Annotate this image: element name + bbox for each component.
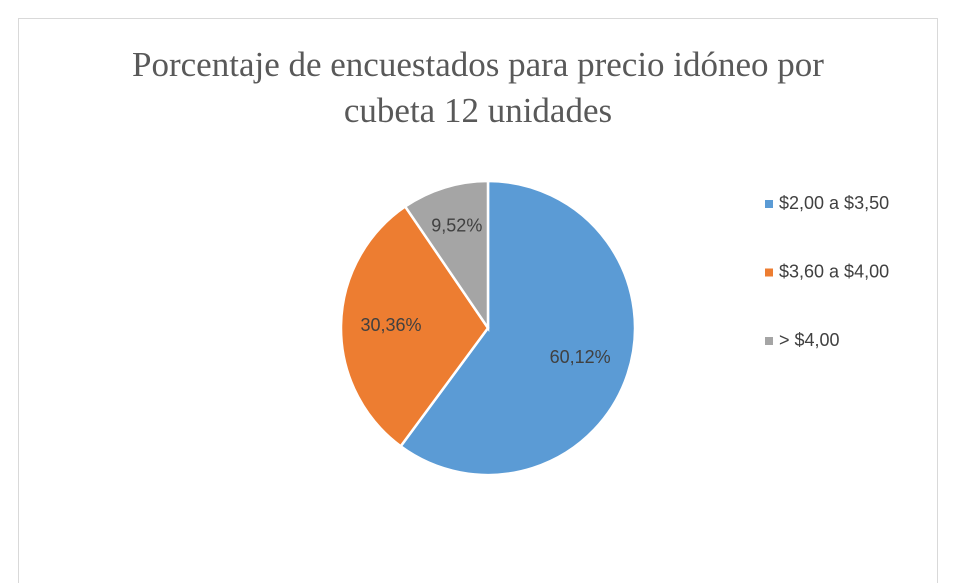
pie-slice	[403, 179, 490, 333]
pie-slice	[398, 179, 637, 477]
legend-label: > $4,00	[779, 330, 840, 350]
pie-slice	[339, 204, 490, 449]
data-label: 30,36%	[360, 315, 421, 335]
legend-label: $2,00 a $3,50	[779, 193, 889, 213]
legend-marker	[765, 200, 773, 208]
chart-border	[18, 18, 938, 583]
legend-marker	[765, 268, 773, 277]
chart-title: Porcentaje de encuestados para precio id…	[132, 45, 824, 130]
legend-marker	[765, 337, 773, 345]
data-label: 60,12%	[550, 347, 611, 367]
data-label: 9,52%	[431, 216, 482, 236]
legend-label: $3,60 a $4,00	[779, 261, 889, 281]
